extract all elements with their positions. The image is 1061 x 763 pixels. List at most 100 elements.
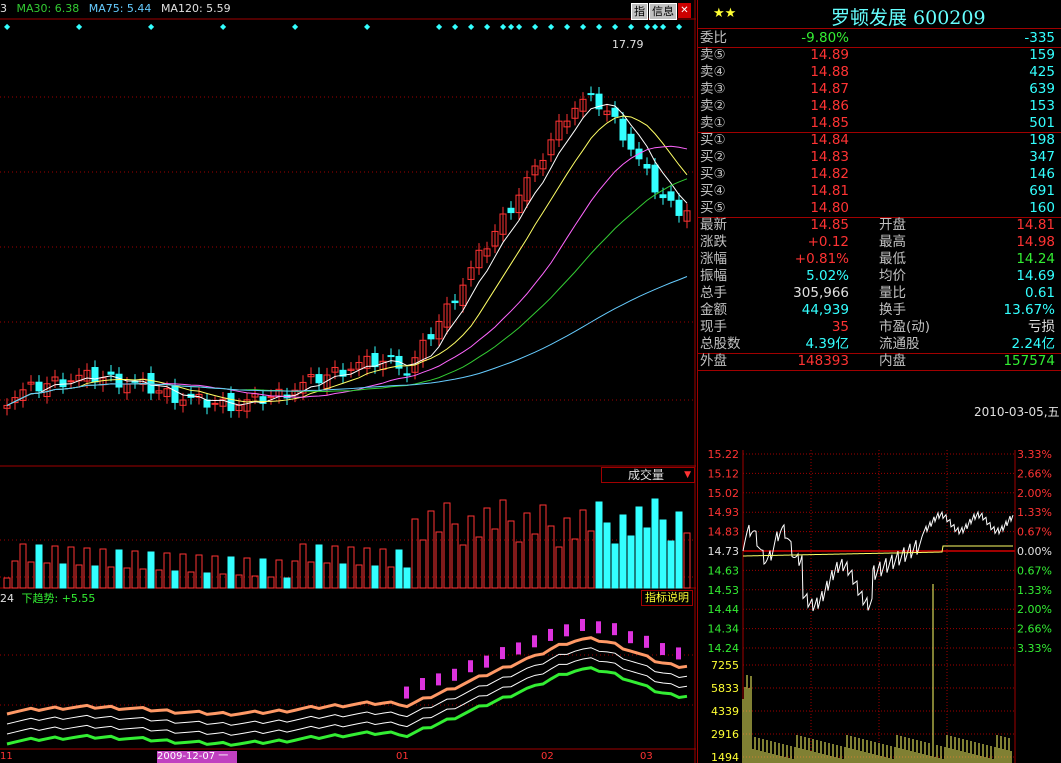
volume-bar — [387, 566, 395, 589]
outer-inner-row-value2: 157574 — [1003, 353, 1055, 369]
stat-row[interactable]: 总手 305,966 量比 0.61 — [697, 285, 1059, 302]
weibi-row[interactable]: 委比 -9.80% -335 — [697, 30, 1059, 47]
indicator-legend: 24 下趋势: +5.55 — [0, 590, 95, 606]
bid-row[interactable]: 买② 14.83 347 — [697, 149, 1059, 166]
signal-diamond: ◆ — [580, 22, 587, 31]
bid-row[interactable]: 买① 14.84 198 — [697, 132, 1059, 149]
indicator-explain-button[interactable]: 指标说明 — [641, 590, 693, 606]
candle — [499, 213, 507, 235]
stat-row-value2: 14.81 — [1016, 217, 1055, 233]
stat-row-value2: 14.69 — [1016, 268, 1055, 284]
intraday-price-label: 15.22 — [708, 450, 740, 461]
signal-diamond: ◆ — [76, 22, 83, 31]
stat-row-value: 14.85 — [810, 217, 849, 233]
volume-panel-selector[interactable]: 成交量 ▼ — [601, 467, 695, 483]
volume-bar — [587, 530, 595, 589]
candle — [643, 164, 651, 169]
candle — [115, 373, 123, 388]
stat-row-value2: 亏损 — [1028, 319, 1055, 335]
stat-row-value2: 0.61 — [1024, 285, 1055, 301]
indicator-white-line2 — [6, 647, 688, 726]
stat-row[interactable]: 涨跌 +0.12 最高 14.98 — [697, 234, 1059, 251]
x-tick-jan: 01 — [396, 751, 409, 762]
volume-bar — [27, 561, 35, 589]
candle — [563, 120, 571, 128]
volume-bar — [99, 548, 107, 589]
volume-bar — [515, 541, 523, 589]
ask-row[interactable]: 卖③ 14.87 639 — [697, 81, 1059, 98]
bid-row[interactable]: 买⑤ 14.80 160 — [697, 200, 1059, 217]
stat-row-label: 现手 — [700, 319, 727, 335]
ask-row-value: 14.88 — [810, 64, 849, 80]
indicator-prefix: 24 — [0, 592, 14, 605]
signal-diamond: ◆ — [612, 22, 619, 31]
candle — [531, 165, 539, 176]
stat-row[interactable]: 最新 14.85 开盘 14.81 — [697, 217, 1059, 234]
signal-diamond: ◆ — [660, 22, 667, 31]
intraday-volume-label: 7255 — [711, 659, 739, 672]
indicator-bar — [436, 673, 441, 686]
divider — [697, 0, 698, 763]
volume-bar — [315, 544, 323, 589]
info-button[interactable]: 信息 — [649, 3, 677, 20]
indicator-bar — [580, 618, 585, 631]
stat-row-label2: 最高 — [879, 234, 906, 250]
stat-row[interactable]: 振幅 5.02% 均价 14.69 — [697, 268, 1059, 285]
volume-bar — [91, 565, 99, 589]
volume-bar — [107, 566, 115, 589]
ask-row[interactable]: 卖⑤ 14.89 159 — [697, 47, 1059, 64]
candle — [451, 300, 459, 304]
volume-bar — [43, 562, 51, 589]
volume-bar — [435, 531, 443, 589]
stat-row-value: +0.12 — [807, 234, 849, 250]
stat-row[interactable]: 总股数 4.39亿 流通股 2.24亿 — [697, 336, 1059, 353]
bid-row-label: 买⑤ — [700, 200, 726, 216]
indicator-bar — [676, 647, 681, 660]
ask-row-label: 卖② — [700, 98, 726, 114]
volume-bar — [179, 553, 187, 589]
ask-row[interactable]: 卖② 14.86 153 — [697, 98, 1059, 115]
volume-bar — [379, 548, 387, 589]
volume-bar — [275, 559, 283, 589]
intraday-price-label: 14.73 — [708, 545, 740, 558]
volume-bar — [595, 501, 603, 589]
candle — [547, 139, 555, 156]
outer-inner-row[interactable]: 外盘 148393 内盘 157574 — [697, 353, 1059, 370]
volume-bar — [11, 560, 19, 589]
triangle-down-icon[interactable]: ▼ — [684, 470, 691, 480]
volume-bar — [35, 544, 43, 589]
close-icon[interactable]: ✕ — [678, 3, 691, 18]
x-tick-feb: 02 — [541, 751, 554, 762]
ask-row[interactable]: 卖① 14.85 501 — [697, 115, 1059, 132]
intraday-chart[interactable]: 15.22 3.33% 15.12 2.66% 15.02 2.00% 14.93 1.33%… — [697, 450, 1061, 763]
candle — [219, 398, 227, 407]
volume-bar — [611, 543, 619, 589]
stat-row-label2: 换手 — [879, 302, 906, 318]
volume-bar — [19, 543, 27, 589]
ask-row[interactable]: 卖④ 14.88 425 — [697, 64, 1059, 81]
bid-row[interactable]: 买④ 14.81 691 — [697, 183, 1059, 200]
signal-diamond: ◆ — [564, 22, 571, 31]
volume-bar — [115, 549, 123, 589]
ask-row-value: 14.87 — [810, 81, 849, 97]
stat-row-value2: 2.24亿 — [1011, 336, 1055, 352]
indicator-bar — [628, 631, 633, 644]
candle — [91, 367, 99, 383]
bid-row[interactable]: 买③ 14.82 146 — [697, 166, 1059, 183]
candle — [475, 249, 483, 269]
zhi-button[interactable]: 指 — [631, 3, 648, 20]
candle — [355, 362, 363, 370]
candle — [163, 388, 171, 398]
kline-chart-area[interactable]: ◆ ◆ ◆ ◆ ◆ ◆ ◆ ◆ ◆ ◆ ◆ ◆ ◆ ◆ ◆ ◆ ◆ ◆ ◆ ◆ ◆ ◆ ◆ ◆ 3 MA30: 6.38 MA… — [0, 0, 696, 763]
intraday-price-label: 15.12 — [708, 467, 740, 480]
volume-bar — [539, 504, 547, 589]
intraday-volume-label: 2916 — [711, 728, 739, 741]
star-rating-icon: ★★ — [713, 6, 737, 21]
intraday-price-label: 14.83 — [708, 526, 740, 539]
candle — [515, 194, 523, 214]
divider — [697, 132, 1061, 133]
volume-bar — [171, 570, 179, 589]
stat-row[interactable]: 涨幅 +0.81% 最低 14.24 — [697, 251, 1059, 268]
stat-row[interactable]: 现手 35 市盈(动) 亏损 — [697, 319, 1059, 336]
stat-row[interactable]: 金额 44,939 换手 13.67% — [697, 302, 1059, 319]
